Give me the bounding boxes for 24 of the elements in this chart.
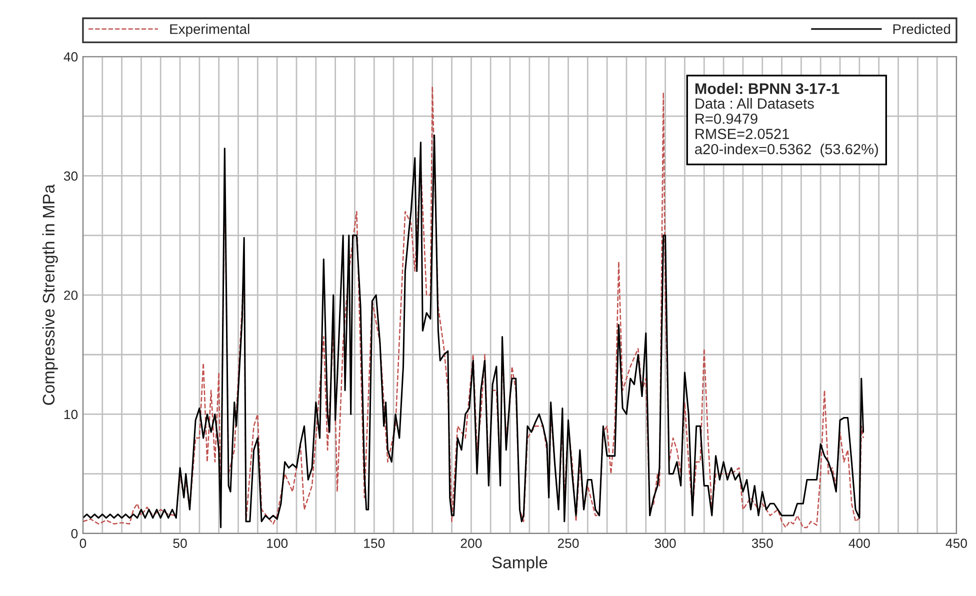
annotation: R=0.9479: [696, 114, 758, 124]
legend-label: Predicted: [893, 24, 950, 34]
y-tick-label: 0: [71, 528, 78, 538]
y-tick-label: 10: [64, 410, 78, 420]
annotation: Model: BPNN 3-17-1: [695, 82, 840, 94]
annotation: RMSE=2.0521: [696, 128, 789, 140]
legend-label: Experimental: [170, 24, 250, 37]
x-tick-label: 0: [80, 538, 86, 548]
y-tick-label: 40: [64, 52, 78, 62]
x-tick-label: 400: [848, 538, 870, 548]
x-tick-label: 150: [364, 538, 385, 548]
y-tick-label: 30: [64, 171, 78, 181]
x-tick-label: 350: [752, 538, 773, 548]
x-tick-label: 300: [654, 538, 676, 548]
x-tick-label: 250: [558, 538, 579, 548]
x-tick-label: 50: [173, 538, 187, 548]
x-tick-label: 200: [460, 538, 482, 548]
annotation: a20-index=0.5362 (53.62%): [695, 144, 878, 158]
x-axis-title: Sample: [492, 556, 548, 572]
x-tick-label: 100: [267, 538, 288, 548]
y-axis-title: Compressive Strength in MPa: [42, 184, 58, 405]
x-tick-label: 450: [946, 538, 967, 548]
annotation: Data : All Datasets: [696, 98, 814, 109]
y-tick-label: 20: [64, 290, 78, 300]
